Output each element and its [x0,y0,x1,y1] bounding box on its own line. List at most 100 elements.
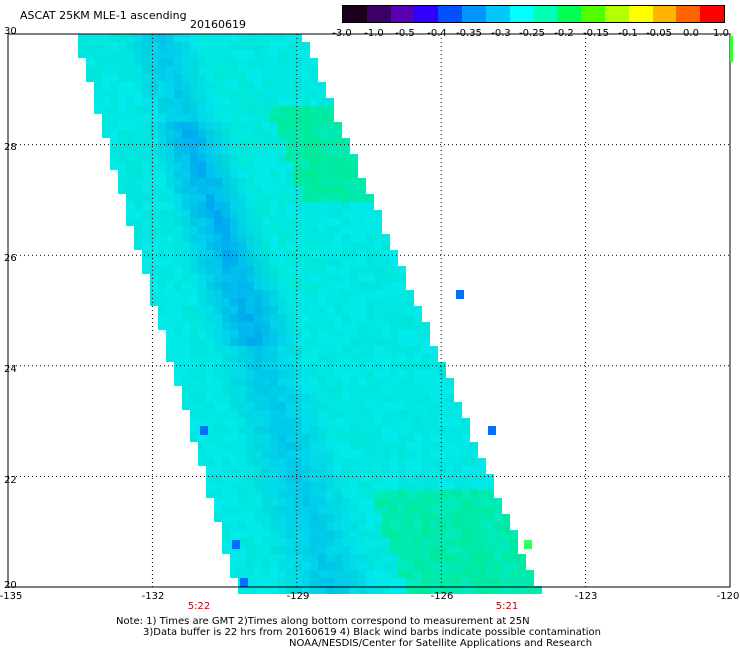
swath-pixel [366,362,374,370]
swath-pixel [198,226,206,234]
swath-pixel [318,138,326,146]
swath-pixel [278,274,286,282]
swath-pixel [110,114,118,122]
swath-pixel [150,138,158,146]
swath-pixel [470,554,478,562]
swath-pixel [462,458,470,466]
swath-pixel [382,234,390,242]
swath-pixel [358,338,366,346]
swath-pixel [326,474,334,482]
swath-pixel [262,298,270,306]
swath-pixel [118,178,126,186]
swath-pixel [214,274,222,282]
swath-pixel [190,330,198,338]
swath-pixel [222,306,230,314]
swath-pixel [358,450,366,458]
swath-pixel [190,66,198,74]
swath-pixel [510,538,518,546]
swath-pixel [526,578,534,586]
swath-pixel [278,154,286,162]
swath-pixel [206,394,214,402]
swath-pixel [190,338,198,346]
swath-pixel [142,106,150,114]
swath-pixel [206,490,214,498]
swath-pixel [446,386,454,394]
swath-pixel [334,562,342,570]
swath-pixel [358,506,366,514]
swath-pixel [238,410,246,418]
swath-pixel [310,250,318,258]
swath-pixel [278,306,286,314]
swath-pixel [246,50,254,58]
swath-pixel [406,466,414,474]
colorbar-segment [343,6,367,22]
swath-pixel [366,258,374,266]
swath-pixel [174,50,182,58]
swath-pixel [422,554,430,562]
swath-pixel [382,298,390,306]
swath-pixel [398,274,406,282]
swath-pixel [326,554,334,562]
swath-pixel [262,538,270,546]
swath-pixel [238,362,246,370]
swath-pixel [310,346,318,354]
swath-pixel [254,42,262,50]
swath-pixel [126,66,134,74]
swath-pixel [174,346,182,354]
swath-pixel [150,226,158,234]
swath-pixel [278,98,286,106]
swath-pixel [230,154,238,162]
swath-pixel [470,450,478,458]
swath-pixel [190,82,198,90]
swath-pixel [134,50,142,58]
swath-pixel [342,434,350,442]
swath-pixel [222,58,230,66]
swath-pixel [422,338,430,346]
swath-pixel [326,106,334,114]
swath-pixel [190,322,198,330]
swath-pixel [390,538,398,546]
swath-pixel [230,50,238,58]
swath-pixel [278,338,286,346]
swath-pixel [174,258,182,266]
swath-pixel [462,562,470,570]
swath-pixel [358,178,366,186]
swath-pixel [174,338,182,346]
swath-pixel [238,42,246,50]
swath-pixel [246,66,254,74]
swath-pixel [374,354,382,362]
swath-pixel [222,378,230,386]
swath-pixel [430,378,438,386]
swath-pixel [326,338,334,346]
swath-pixel [342,338,350,346]
swath-pixel [326,578,334,586]
swath-pixel [302,226,310,234]
swath-pixel [326,162,334,170]
swath-pixel [246,74,254,82]
colorbar-segment [533,6,558,22]
swath-pixel [406,458,414,466]
swath-pixel [302,242,310,250]
swath-pixel [502,514,510,522]
swath-pixel [278,330,286,338]
swath-pixel [342,418,350,426]
swath-pixel [478,522,486,530]
swath-pixel [382,330,390,338]
swath-pixel [366,418,374,426]
swath-pixel [398,586,406,594]
swath-pixel [166,266,174,274]
swath-pixel [214,322,222,330]
swath-pixel [254,522,262,530]
swath-pixel [390,474,398,482]
swath-pixel [246,554,254,562]
swath-pixel [310,522,318,530]
swath-pixel [358,562,366,570]
swath-pixel [262,58,270,66]
swath-pixel-edge [488,426,496,435]
swath-pixel [310,58,318,66]
swath-pixel [422,522,430,530]
swath-pixel [150,82,158,90]
swath-pixel [486,562,494,570]
swath-pixel [334,586,342,594]
swath-pixel [390,274,398,282]
